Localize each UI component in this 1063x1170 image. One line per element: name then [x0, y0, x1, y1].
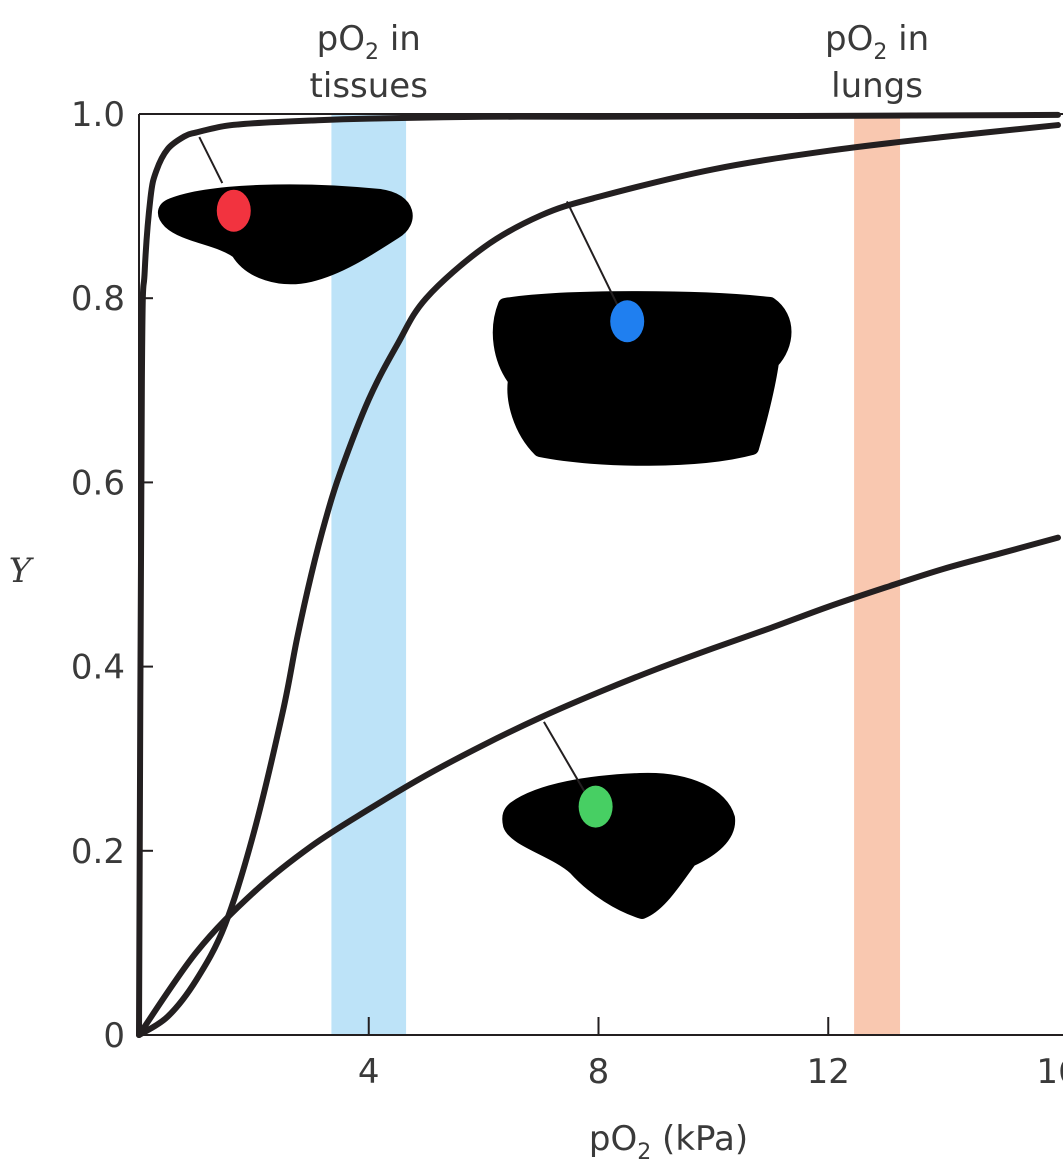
x-axis-title: pO2 (kPa) — [589, 1119, 748, 1165]
leader-lines — [198, 136, 620, 792]
redaction-scribble-bottom — [502, 772, 736, 919]
band-label-0-line2: tissues — [310, 66, 428, 106]
curves — [136, 111, 1061, 1038]
y-tick-label-3: 0.6 — [71, 463, 125, 503]
y-tick-label-4: 0.8 — [71, 279, 125, 319]
highlight-markers — [216, 189, 645, 828]
leader-line-0 — [198, 136, 224, 184]
band-label-1-line2: lungs — [831, 66, 923, 106]
pO2-bands — [331, 114, 901, 1035]
y-axis-title: Y — [9, 551, 35, 591]
leader-line-2 — [543, 721, 586, 792]
leader-line-1 — [566, 201, 620, 308]
y-tick-label-0: 0 — [103, 1016, 125, 1056]
marker-dot-2 — [578, 785, 613, 828]
x-tick-label-2: 12 — [807, 1052, 850, 1092]
curve-0 — [136, 111, 1061, 1038]
band-label-0-line1: pO2 in — [317, 19, 421, 65]
redaction-scribble-middle — [492, 291, 792, 466]
band-label-1-line1: pO2 in — [825, 19, 929, 65]
redaction-scribbles — [158, 184, 792, 919]
curve-1 — [136, 122, 1061, 1038]
y-tick-label-1: 0.2 — [71, 832, 125, 872]
marker-dot-1 — [610, 300, 645, 343]
curve-2 — [136, 534, 1061, 1038]
y-tick-label-5: 1.0 — [71, 95, 125, 135]
y-tick-label-2: 0.4 — [71, 648, 125, 688]
x-tick-label-1: 8 — [588, 1052, 610, 1092]
band-1 — [854, 114, 901, 1035]
x-tick-label-3: 16 — [1036, 1052, 1063, 1092]
marker-dot-0 — [216, 189, 251, 232]
x-tick-label-0: 4 — [358, 1052, 380, 1092]
axes — [138, 113, 1063, 1036]
